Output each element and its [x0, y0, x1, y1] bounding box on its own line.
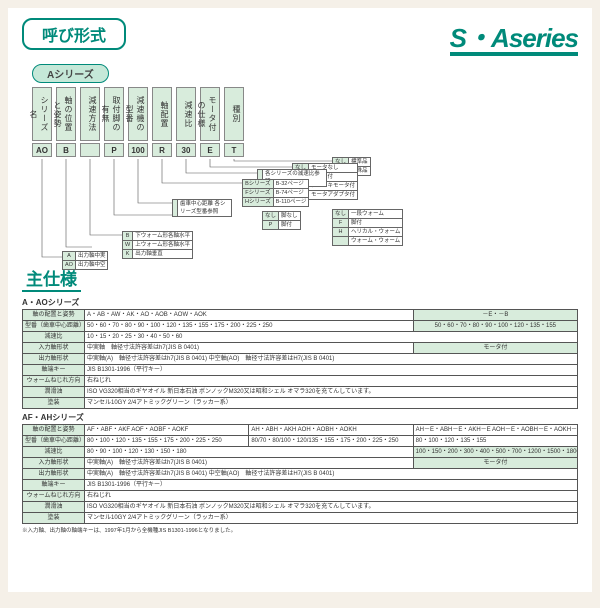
diagram-code: 100: [128, 143, 148, 157]
diagram-label: 種別: [224, 87, 244, 141]
diagram-label: モータ付の仕様: [200, 87, 220, 141]
brand-logo: S・Aseries: [450, 18, 578, 55]
diagram-code: P: [104, 143, 124, 157]
legend-series: BシリーズB-32ページFシリーズB-74ページHシリーズB-110ページ: [242, 179, 309, 207]
series-subtitle: Aシリーズ: [32, 64, 109, 83]
spec-a-subtitle: A・AOシリーズ: [22, 297, 578, 308]
diagram-code: 30: [176, 143, 196, 157]
diagram-label: シリーズ名: [32, 87, 52, 141]
spec-af-table: 軸の配置と姿勢AF・ABF・AKF AOF・AOBF・AOKFAH・ABH・AK…: [22, 424, 578, 524]
legend-pos: A出力軸中実AO出力軸中空: [62, 251, 108, 270]
spec-af-subtitle: AF・AHシリーズ: [22, 412, 578, 423]
footnote: ※入力軸、出力軸の軸端キーは、1997年1月から全機種JIS B1301-199…: [22, 526, 578, 534]
diagram-label: 軸の位置と姿勢: [56, 87, 76, 141]
diagram-code: E: [200, 143, 220, 157]
diagram-code: [80, 143, 100, 157]
diagram-code: R: [152, 143, 172, 157]
legend-axis: なし一段ウォームF脚付Hヘリカル・ウォームウォーム・ウォーム: [332, 209, 403, 246]
spec-a-table: 軸の配置と姿勢A・AB・AW・AK・AO・AOB・AOW・AOK－E・－B型番（…: [22, 309, 578, 409]
diagram-label: 軸配置: [152, 87, 172, 141]
diagram-label: 減速方法: [80, 87, 100, 141]
page-title: 呼び形式: [22, 18, 126, 50]
naming-diagram: シリーズ名軸の位置と姿勢減速方法取付脚の有無減速機の型番軸配置減速比モータ付の仕…: [32, 87, 578, 263]
diagram-label: 取付脚の有無: [104, 87, 124, 141]
legend-foot: なし脚なしP脚付: [262, 211, 301, 230]
diagram-code: AO: [32, 143, 52, 157]
diagram-label: 減速機の型番: [128, 87, 148, 141]
diagram-label: 減速比: [176, 87, 196, 141]
diagram-code: T: [224, 143, 244, 157]
diagram-code: B: [56, 143, 76, 157]
legend-method: B下ウォーム形各軸水平W上ウォーム形各軸水平K出力軸垂直: [122, 231, 193, 259]
legend-center: 歯車中心距離 各シリーズ型番参照: [172, 199, 232, 217]
